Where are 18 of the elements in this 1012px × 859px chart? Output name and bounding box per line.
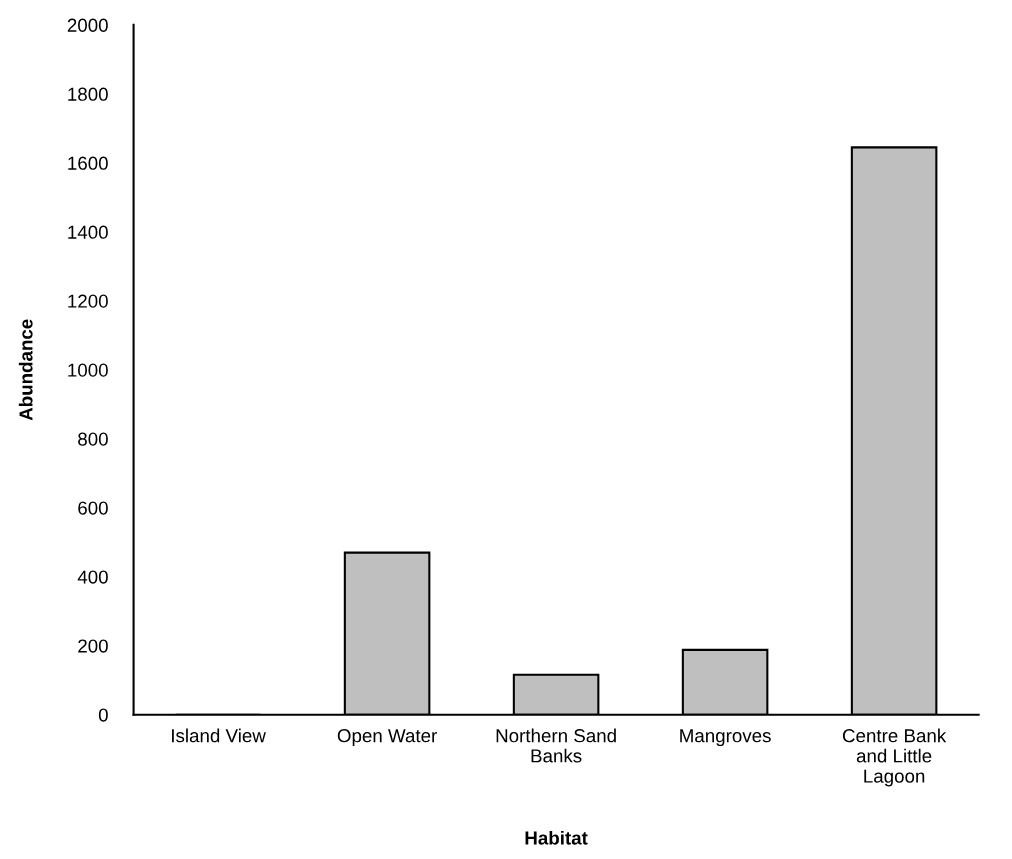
y-tick-label: 200 (78, 639, 108, 653)
y-tick-label: 1200 (68, 294, 108, 308)
y-tick-label: 400 (77, 570, 108, 584)
y-tick-label: 0 (98, 708, 108, 722)
x-tick-label: Northern Sand Banks (496, 728, 616, 763)
y-tick-label: 2000 (67, 18, 108, 32)
x-tick-label: Open Water (337, 729, 437, 747)
x-tick-label: Centre Bank and Little Lagoon (842, 728, 947, 787)
y-tick-label: 1600 (68, 156, 108, 170)
y-tick-label: 600 (78, 501, 108, 515)
x-tick-label: Island View (172, 728, 266, 743)
y-tick-label: 1400 (68, 225, 108, 239)
y-tick-label: 1000 (68, 363, 108, 377)
x-axis-title: Habitat (525, 830, 588, 845)
y-tick-label: 1800 (68, 87, 108, 101)
x-tick-label: Mangroves (680, 729, 771, 747)
y-axis-title: Abundance (18, 319, 33, 421)
y-tick-label: 800 (78, 432, 108, 446)
